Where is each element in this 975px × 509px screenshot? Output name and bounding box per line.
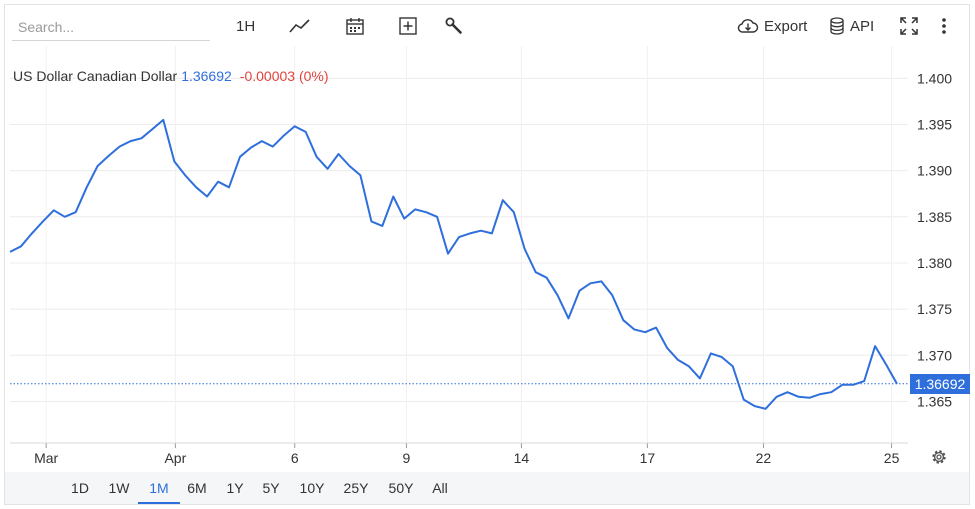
last-price-label: 1.36692 [910,374,970,394]
legend-change: -0.00003 (0%) [239,68,329,84]
series-line [9,118,898,410]
y-tick-label: 1.385 [917,209,952,225]
x-tick-label: 6 [291,450,299,466]
x-tick-label: Mar [34,450,58,466]
x-tick-label: Apr [164,450,186,466]
line-chart-icon [289,19,310,33]
gear-icon[interactable] [930,448,948,466]
date-range-button[interactable] [345,12,365,40]
cloud-download-icon [737,19,759,33]
expand-icon [900,17,918,35]
range-selector-bar [5,472,969,504]
range-button-1m[interactable]: 1M [138,480,180,504]
interval-button[interactable]: 1H [236,12,255,40]
x-tick-label: 22 [756,450,772,466]
x-tick-label: 17 [640,450,656,466]
fullscreen-button[interactable] [899,12,919,40]
wrench-icon [445,17,462,34]
chart-type-button[interactable] [289,12,311,40]
add-indicator-button[interactable] [398,12,418,40]
more-vertical-icon [942,18,946,34]
y-tick-label: 1.395 [917,116,952,132]
calendar-icon [346,18,364,35]
chart-frame [4,4,970,505]
y-tick-label: 1.390 [917,163,952,179]
y-tick-label: 1.365 [917,393,952,409]
range-button-1y[interactable]: 1Y [226,480,244,496]
range-button-10y[interactable]: 10Y [299,480,325,496]
range-button-25y[interactable]: 25Y [343,480,369,496]
chart-legend: US Dollar Canadian Dollar 1.36692 -0.00003… [13,68,329,84]
y-tick-label: 1.370 [917,347,952,363]
legend-price: 1.36692 [181,68,232,84]
x-tick-label: 9 [403,450,411,466]
plus-box-icon [399,17,417,35]
x-tick-label: 25 [884,450,900,466]
range-button-1d[interactable]: 1D [71,480,89,496]
range-button-1w[interactable]: 1W [108,480,130,496]
settings-tool-button[interactable] [444,12,464,40]
range-button-all[interactable]: All [432,480,448,496]
range-button-6m[interactable]: 6M [187,480,207,496]
instrument-name: US Dollar Canadian Dollar [13,68,178,84]
search-input[interactable] [12,13,210,41]
interval-label: 1H [236,17,256,35]
api-label: API [850,17,875,35]
database-icon [830,17,844,35]
y-tick-label: 1.400 [917,70,952,86]
more-menu-button[interactable] [940,12,948,40]
x-tick-label: 14 [514,450,530,466]
y-tick-label: 1.375 [917,301,952,317]
range-button-5y[interactable]: 5Y [262,480,280,496]
api-button[interactable]: API [829,12,874,40]
export-button[interactable]: Export [737,12,807,40]
y-tick-label: 1.380 [917,255,952,271]
export-label: Export [764,17,808,35]
range-button-50y[interactable]: 50Y [388,480,414,496]
